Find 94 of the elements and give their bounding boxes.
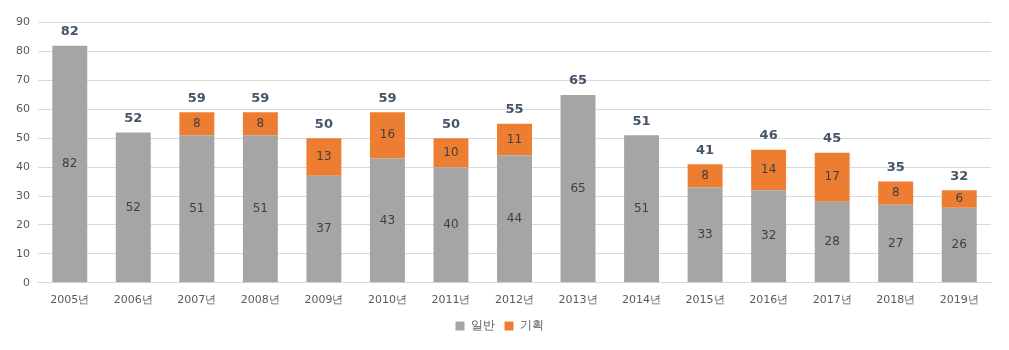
total-label: 55	[505, 101, 524, 117]
y-tick-label: 70	[16, 73, 30, 87]
total-label: 46	[759, 127, 778, 143]
y-tick-label: 90	[16, 15, 30, 29]
data-label: 44	[506, 211, 523, 226]
legend-label: 기획	[519, 318, 544, 333]
data-label: 26	[951, 237, 967, 252]
bar	[115, 132, 151, 283]
data-label: 82	[62, 156, 78, 171]
total-label: 82	[60, 23, 79, 39]
data-label: 10	[443, 144, 459, 159]
bar	[624, 135, 660, 283]
x-tick-label: 2014년	[622, 293, 662, 307]
bar	[306, 175, 342, 283]
bar	[179, 135, 215, 283]
data-label: 37	[316, 221, 332, 236]
data-label: 32	[760, 228, 777, 243]
x-tick-label: 2011년	[431, 293, 471, 307]
bar	[242, 135, 278, 283]
data-label: 43	[379, 212, 396, 227]
total-label: 59	[378, 89, 397, 105]
data-label: 17	[824, 169, 840, 184]
x-tick-label: 2008년	[240, 293, 280, 307]
x-tick-label: 2017년	[812, 293, 852, 307]
y-tick-label: 80	[16, 44, 30, 58]
data-label: 8	[891, 185, 900, 200]
bar	[179, 112, 215, 136]
bar	[433, 138, 469, 168]
x-tick-label: 2015년	[685, 293, 725, 307]
data-label: 13	[316, 149, 332, 164]
bar	[941, 207, 977, 283]
y-tick-label: 10	[16, 246, 30, 260]
x-tick-label: 2019년	[939, 293, 979, 307]
x-tick-label: 2018년	[876, 293, 916, 307]
data-label: 16	[379, 127, 396, 142]
data-label: 33	[697, 226, 713, 241]
data-label: 40	[443, 216, 459, 231]
data-label: 28	[824, 234, 840, 249]
data-label: 8	[701, 167, 709, 182]
x-tick-label: 2006년	[113, 293, 153, 307]
total-label: 59	[251, 89, 270, 105]
bar	[52, 45, 88, 283]
y-tick-label: 60	[16, 102, 30, 116]
bar	[878, 181, 914, 205]
bar	[306, 138, 342, 176]
bar	[369, 158, 405, 283]
data-label: 51	[633, 200, 650, 215]
y-tick-label: 40	[16, 160, 30, 174]
total-label: 41	[696, 141, 715, 157]
bar	[433, 167, 469, 283]
data-label: 65	[570, 180, 586, 195]
bar	[560, 94, 596, 283]
total-label: 32	[950, 167, 969, 183]
bar	[497, 155, 532, 283]
bar	[369, 112, 405, 159]
x-tick-label: 2005년	[50, 293, 90, 307]
total-label: 51	[632, 112, 651, 128]
data-label: 52	[125, 199, 141, 214]
data-label: 27	[888, 235, 904, 250]
x-tick-label: 2009년	[304, 293, 344, 307]
data-label: 11	[506, 131, 523, 146]
legend-label: 일반	[470, 318, 495, 333]
x-tick-label: 2010년	[367, 293, 407, 307]
y-tick-label: 20	[16, 217, 30, 231]
bar	[941, 190, 977, 208]
x-tick-label: 2012년	[495, 293, 534, 307]
total-label: 59	[187, 89, 206, 105]
bar	[687, 164, 723, 188]
x-tick-label: 2007년	[177, 293, 217, 307]
data-label: 51	[189, 200, 205, 215]
bar	[497, 123, 532, 156]
data-label: 51	[252, 200, 269, 215]
data-label: 14	[760, 162, 777, 177]
total-label: 35	[886, 158, 905, 174]
x-tick-label: 2016년	[749, 293, 789, 307]
total-label: 50	[441, 115, 461, 131]
x-tick-label: 2013년	[558, 293, 598, 307]
data-label: 6	[955, 191, 964, 206]
bar	[814, 152, 850, 202]
bar	[751, 149, 787, 191]
bar	[878, 204, 914, 283]
total-label: 52	[124, 109, 143, 125]
bar	[242, 112, 278, 136]
bar	[814, 201, 850, 283]
data-label: 8	[193, 115, 201, 130]
y-tick-label: 50	[16, 131, 30, 145]
y-tick-label: 0	[23, 275, 30, 289]
data-label: 8	[256, 115, 265, 130]
total-label: 45	[823, 130, 842, 146]
total-label: 50	[314, 115, 333, 131]
bar	[751, 190, 787, 283]
total-label: 65	[568, 72, 588, 88]
y-tick-label: 30	[16, 188, 30, 202]
bar	[687, 187, 723, 283]
